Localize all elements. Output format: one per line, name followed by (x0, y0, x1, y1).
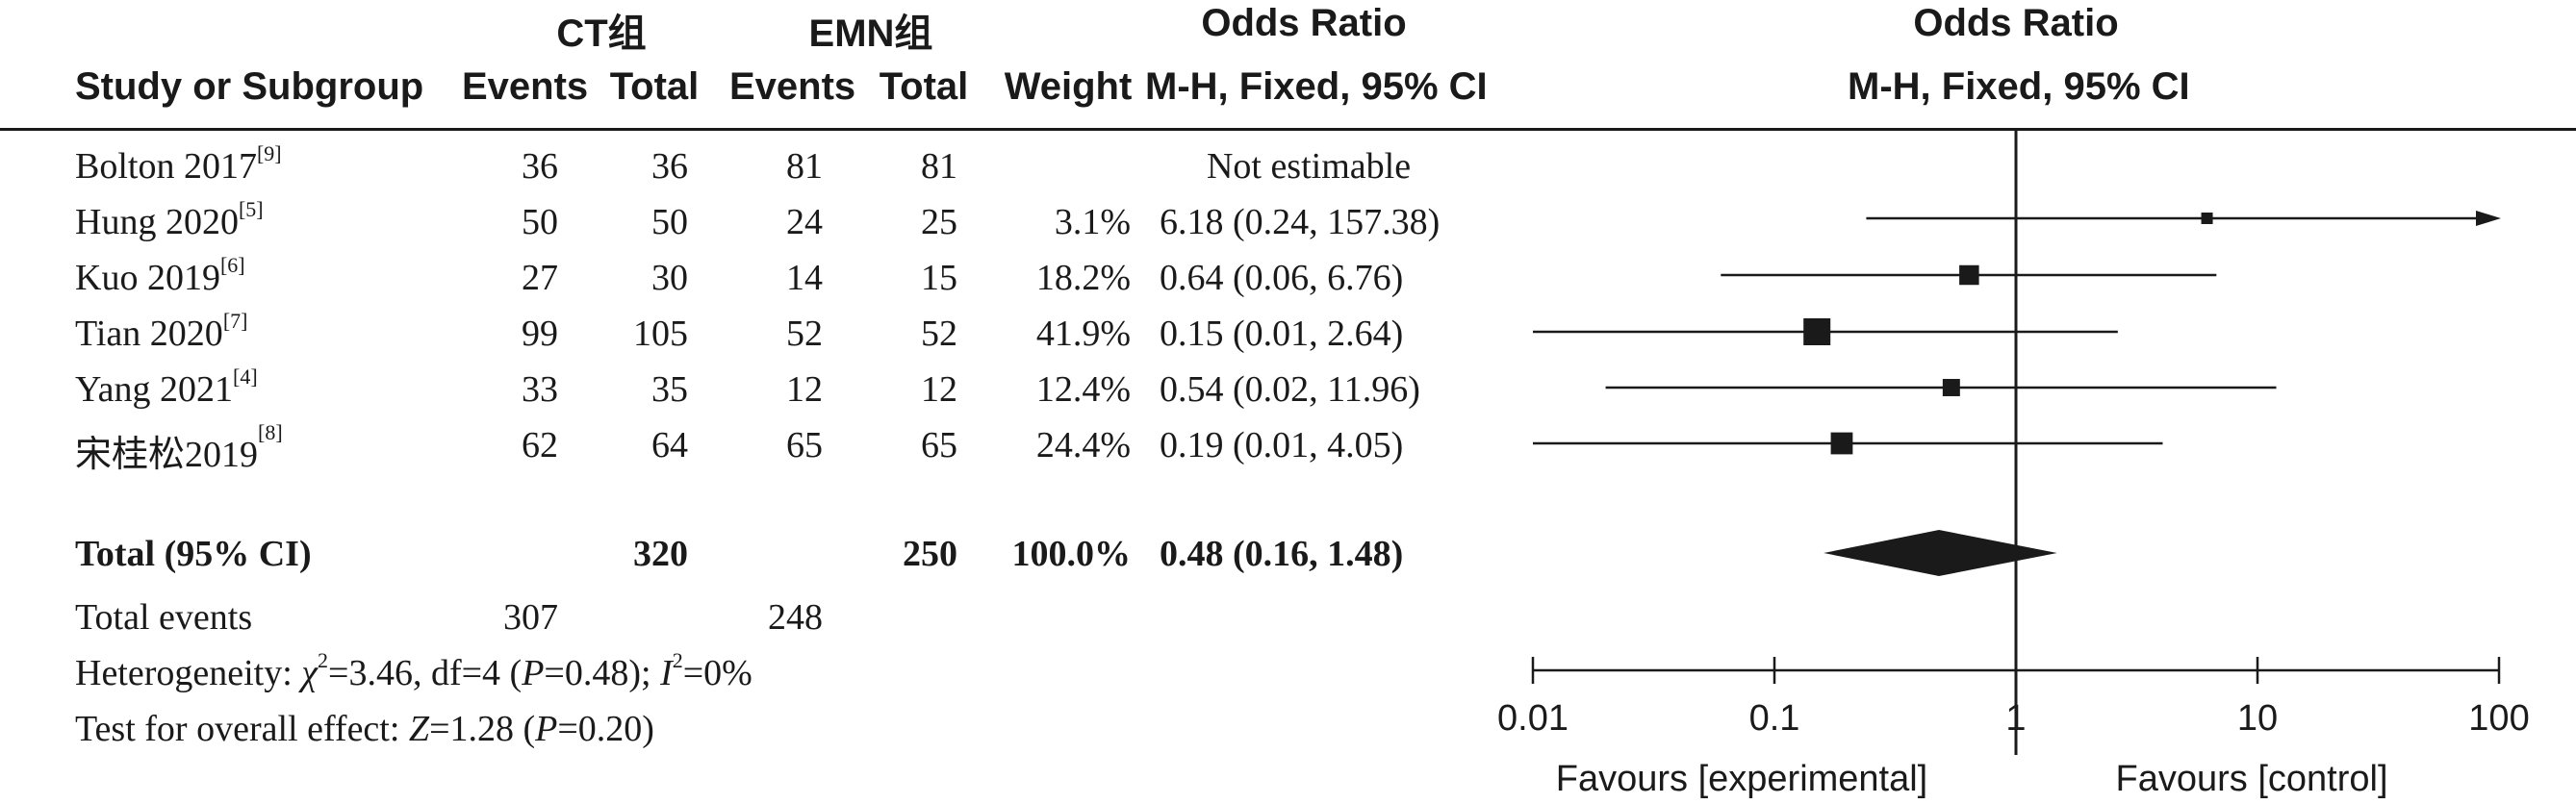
col-events2-header: Events (729, 65, 856, 108)
x-tick-label: 0.1 (1749, 698, 1800, 739)
point-estimate (2201, 213, 2213, 224)
overall-effect-text: Test for overall effect: Z=1.28 (P=0.20) (75, 709, 654, 749)
study-name: Kuo 2019[6] (75, 253, 245, 298)
events2: 14 (786, 258, 823, 298)
ci-arrow-right (2476, 211, 2501, 226)
total2: 15 (921, 258, 957, 298)
study-name: Bolton 2017[9] (75, 141, 282, 187)
weight: 12.4% (1035, 369, 1131, 410)
col-total1-header: Total (609, 65, 700, 108)
total2: 52 (921, 314, 957, 354)
events1-total: 307 (503, 597, 558, 638)
col-weight-header: Weight (1004, 65, 1133, 108)
weight: 18.2% (1035, 258, 1131, 298)
point-estimate (1959, 264, 1979, 286)
group2-header: EMN组 (808, 13, 933, 55)
pooled-diamond (1824, 530, 2057, 576)
weight: 3.1% (1054, 202, 1131, 242)
total-label: Total (95% CI) (75, 534, 312, 574)
study-name: Hung 2020[5] (75, 197, 264, 242)
total1: 64 (651, 425, 688, 465)
events2-total: 248 (768, 597, 823, 638)
favours-left-label: Favours [experimental] (1556, 759, 1928, 799)
or-ci: 0.19 (0.01, 4.05) (1160, 425, 1404, 465)
x-tick-label: 100 (2468, 698, 2529, 739)
or-title-table: Odds Ratio (1201, 2, 1407, 44)
events1: 99 (522, 314, 558, 354)
events1: 36 (522, 146, 558, 187)
col-total2-header: Total (879, 65, 969, 108)
or-method-table: M-H, Fixed, 95% CI (1145, 65, 1488, 108)
events2: 12 (786, 369, 823, 410)
events1: 50 (522, 202, 558, 242)
or-ci: 6.18 (0.24, 157.38) (1160, 202, 1441, 242)
total-or-ci: 0.48 (0.16, 1.48) (1160, 534, 1404, 574)
or-ci: 0.15 (0.01, 2.64) (1160, 314, 1404, 354)
or-title-plot: Odds Ratio (1913, 2, 2119, 44)
or-ci: Not estimable (1206, 146, 1412, 187)
header-rule (0, 128, 2576, 131)
total2: 250 (903, 534, 957, 574)
col-study-header: Study or Subgroup (75, 65, 424, 108)
total1: 35 (651, 369, 688, 410)
total-weight: 100.0% (1011, 534, 1132, 574)
favours-right-label: Favours [control] (2116, 759, 2388, 799)
x-tick-label: 10 (2237, 698, 2278, 739)
x-tick-label: 0.01 (1497, 698, 1569, 739)
total1: 50 (651, 202, 688, 242)
total1: 320 (633, 534, 688, 574)
events1: 27 (522, 258, 558, 298)
x-tick-label: 1 (2005, 698, 2026, 739)
point-estimate (1830, 432, 1853, 455)
group1-header: CT组 (556, 13, 647, 55)
study-name: 宋桂松2019[8] (75, 420, 283, 475)
events1: 33 (522, 369, 558, 410)
total2: 25 (921, 202, 957, 242)
events2: 81 (786, 146, 823, 187)
study-name: Tian 2020[7] (75, 309, 248, 354)
total2: 81 (921, 146, 957, 187)
events2: 52 (786, 314, 823, 354)
total2: 12 (921, 369, 957, 410)
total1: 30 (651, 258, 688, 298)
or-method-plot: M-H, Fixed, 95% CI (1848, 65, 2190, 108)
total2: 65 (921, 425, 957, 465)
events2: 24 (786, 202, 823, 242)
point-estimate (1942, 379, 1960, 396)
heterogeneity-text: Heterogeneity: χ2=3.46, df=4 (P=0.48); I… (75, 648, 752, 693)
point-estimate (1803, 318, 1831, 345)
or-ci: 0.54 (0.02, 11.96) (1160, 369, 1420, 410)
events1: 62 (522, 425, 558, 465)
or-ci: 0.64 (0.06, 6.76) (1160, 258, 1404, 298)
events-label: Total events (75, 597, 253, 638)
total1: 105 (633, 314, 688, 354)
col-events1-header: Events (462, 65, 589, 108)
weight: 24.4% (1035, 425, 1131, 465)
events2: 65 (786, 425, 823, 465)
study-name: Yang 2021[4] (75, 364, 258, 410)
total1: 36 (651, 146, 688, 187)
weight: 41.9% (1035, 314, 1131, 354)
